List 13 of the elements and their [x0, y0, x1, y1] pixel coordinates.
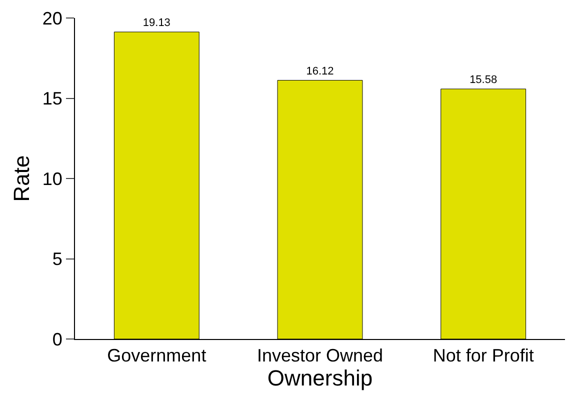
x-tick-label: Investor Owned — [256, 346, 384, 366]
y-tick-label: 15 — [42, 88, 62, 109]
y-axis-title: Rate — [9, 155, 34, 202]
y-tick-label: 10 — [42, 168, 62, 189]
x-tick-label: Not for Profit — [432, 346, 534, 366]
x-tick-label: Government — [107, 346, 206, 366]
y-tick-label: 20 — [42, 8, 62, 28]
data-label: 15.58 — [470, 74, 498, 86]
data-label: 19.13 — [142, 16, 170, 29]
data-label: 16.12 — [306, 65, 334, 78]
y-tick-label: 0 — [52, 329, 62, 350]
y-tick-label: 5 — [52, 249, 62, 270]
x-axis-title: Ownership — [267, 366, 373, 391]
